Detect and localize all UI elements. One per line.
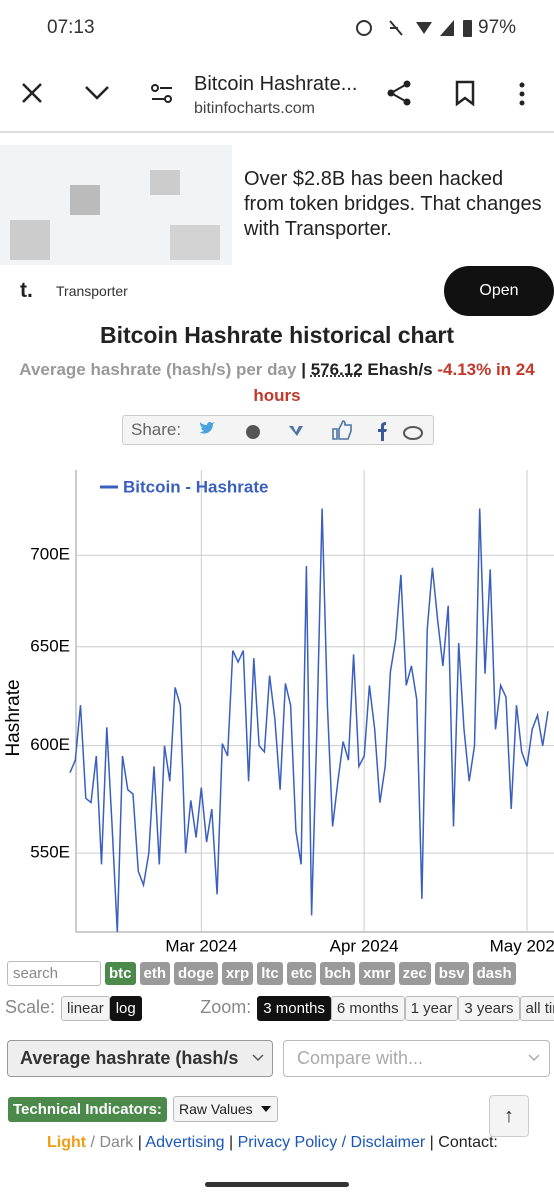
status-icons [350,16,475,40]
footer-item: | [430,1134,434,1151]
subtitle-text: Average hashrate (hash/s) per day [19,360,296,379]
share-label: Share: [131,420,181,440]
metric-select[interactable]: Average hashrate (hash/s [7,1040,273,1077]
zoom-button[interactable]: all time [520,996,554,1021]
scale-button[interactable]: log [110,996,142,1021]
share-button[interactable] [386,79,414,107]
ad-banner[interactable]: Over $2.8B has been hacked from token br… [0,145,554,315]
dropdown-arrow [528,1054,540,1062]
footer: Light / Dark | Advertising | Privacy Pol… [47,1134,498,1152]
toolbar: Bitcoin Hashrate... bitinfocharts.com [0,55,554,133]
legend-label: Bitcoin - Hashrate [123,477,268,496]
coin-button[interactable]: zec [399,962,431,985]
chart: Hashrate 550E 600E 650E 700E Mar 2024 Apr 202… [0,460,554,960]
bookmark-button[interactable] [454,80,476,106]
ad-open-button[interactable]: Open [444,266,554,316]
y-axis-label: Hashrate [3,679,24,756]
heading: Bitcoin Hashrate historical chart [0,322,554,349]
zoom-label: Zoom: [200,997,251,1017]
share-icons[interactable] [193,419,433,441]
data-line [70,509,548,933]
footer-item[interactable]: Privacy Policy / Disclaimer [238,1134,426,1151]
scroll-top-button[interactable]: ↑ [489,1095,529,1137]
footer-item: / [91,1134,95,1151]
y-tick-label: 650E [30,636,70,655]
close-button[interactable] [20,81,44,105]
footer-item[interactable]: Advertising [145,1134,224,1151]
scale-label: Scale: [5,997,55,1017]
zoom-button[interactable]: 3 years [458,996,519,1021]
dropdown-arrow [252,1054,264,1062]
x-tick-label: Apr 2024 [330,936,399,955]
coin-button[interactable]: doge [174,962,218,985]
metric-text: Average hashrate (hash/s [20,1048,238,1068]
coin-button[interactable]: bsv [435,962,469,985]
separator: | [301,360,306,379]
coin-button[interactable]: xrp [222,962,253,985]
domain: bitinfocharts.com [194,100,315,118]
raw-values-select[interactable]: Raw Values [173,1096,278,1122]
ad-headline: Over $2.8B has been hacked from token br… [244,167,544,242]
clock: 07:13 [47,17,95,39]
footer-item[interactable]: Light [47,1134,86,1151]
search-box[interactable]: search [7,961,101,986]
coin-button[interactable]: dash [473,962,516,985]
coin-button[interactable]: bch [320,962,355,985]
footer-item[interactable]: Dark [99,1134,133,1151]
coin-button[interactable]: ltc [257,962,283,985]
dropdown-arrow [261,1106,271,1112]
subtitle: Average hashrate (hash/s) per day | 576.… [4,357,550,409]
coin-row: search btc eth doge xrp ltc etc bch xmr zec bsv das… [7,961,554,986]
coin-button[interactable]: xmr [359,962,395,985]
raw-values-text: Raw Values [179,1101,253,1117]
footer-item: | [138,1134,142,1151]
coin-button[interactable]: btc [105,962,136,985]
footer-item: Contact: [438,1134,498,1151]
nav-handle [205,1182,349,1187]
x-tick-label: May 2024 [490,936,554,955]
unit: Ehash/s [367,360,432,379]
compare-select[interactable]: Compare with... [283,1040,550,1077]
page-title: Bitcoin Hashrate... [194,73,357,96]
ad-advertiser: Transporter [56,283,128,299]
scale-button[interactable]: linear [61,996,110,1021]
current-value: 576.12 [311,360,363,379]
share-bar: Share: [122,415,434,445]
y-tick-label: 550E [30,843,70,862]
battery: 97% [478,17,516,39]
site-settings[interactable] [150,83,174,105]
footer-item: | [229,1134,233,1151]
y-tick-label: 600E [30,735,70,754]
ad-image [0,145,232,265]
y-tick-label: 700E [30,545,70,564]
zoom-button[interactable]: 1 year [405,996,459,1021]
zoom-button[interactable]: 6 months [331,996,405,1021]
scale-row: Scale: linear log Zoom: 3 months 6 months 1 y… [5,996,554,1021]
more-button[interactable] [518,81,526,107]
coin-button[interactable]: eth [140,962,171,985]
zoom-button[interactable]: 3 months [257,996,331,1021]
x-tick-label: Mar 2024 [165,936,237,955]
tech-indicators[interactable]: Technical Indicators: [8,1097,167,1122]
compare-text: Compare with... [297,1048,423,1068]
coin-button[interactable]: etc [287,962,317,985]
menu-down[interactable] [84,83,110,101]
ad-logo: t. [20,279,33,303]
